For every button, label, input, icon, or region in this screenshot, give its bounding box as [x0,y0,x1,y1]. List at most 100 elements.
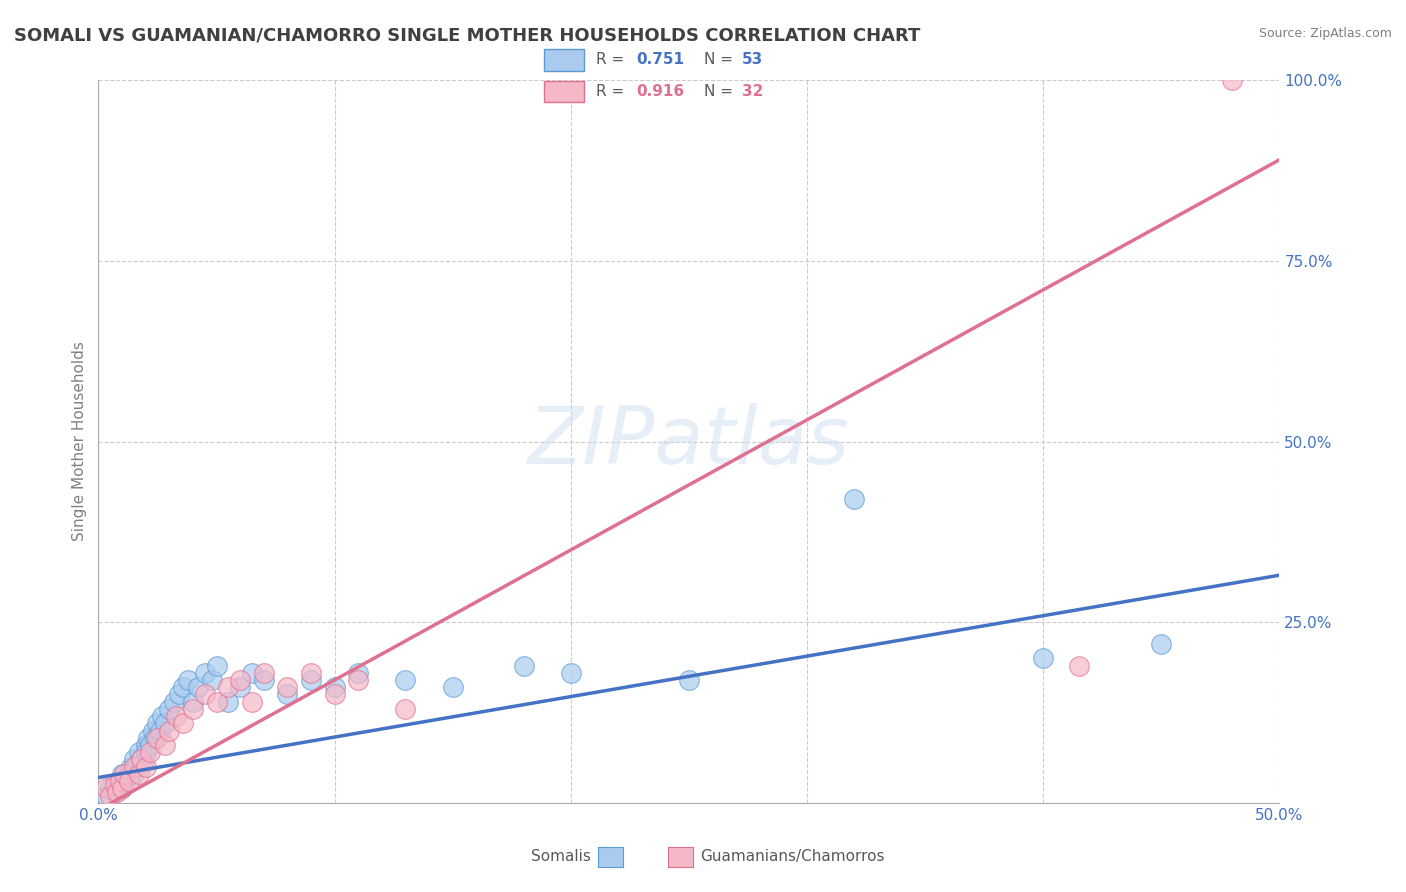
Point [678,673,700,687]
Point [347,665,370,680]
Point [844,492,866,507]
Point [112,767,135,781]
Point [94,789,117,803]
Point [157,723,180,738]
Point [323,680,346,694]
Point [122,760,145,774]
Text: SOMALI VS GUAMANIAN/CHAMORRO SINGLE MOTHER HOUSEHOLDS CORRELATION CHART: SOMALI VS GUAMANIAN/CHAMORRO SINGLE MOTH… [14,27,921,45]
Point [142,723,165,738]
Point [118,774,141,789]
Point [347,673,370,687]
Point [194,665,217,680]
Y-axis label: Single Mother Households: Single Mother Households [72,342,87,541]
Point [187,680,209,694]
Point [122,767,145,781]
Point [135,745,157,759]
Point [240,665,263,680]
Point [118,767,141,781]
Text: Source: ZipAtlas.com: Source: ZipAtlas.com [1258,27,1392,40]
Point [143,731,166,745]
Point [229,680,252,694]
Point [205,695,228,709]
Point [122,752,145,766]
Point [121,760,143,774]
Point [153,716,176,731]
Point [217,695,239,709]
Point [128,745,150,759]
Point [299,665,322,680]
Point [167,687,190,701]
Point [276,680,298,694]
Point [108,774,131,789]
Point [132,756,155,770]
Text: 32: 32 [741,84,763,99]
Point [115,771,138,785]
Point [136,731,159,745]
Point [205,658,228,673]
Point [323,687,346,701]
Point [150,709,173,723]
Point [253,673,276,687]
Point [111,767,134,781]
Text: 0.751: 0.751 [637,53,685,68]
Text: R =: R = [596,84,630,99]
Point [153,738,176,752]
Point [139,745,162,759]
Point [177,673,200,687]
Point [217,680,239,694]
Point [157,702,180,716]
Point [276,687,298,701]
Point [98,789,121,803]
Text: N =: N = [704,84,738,99]
Text: 0.916: 0.916 [637,84,685,99]
Text: ZIPatlas: ZIPatlas [527,402,851,481]
Point [240,695,263,709]
Point [194,687,217,701]
Point [394,702,416,716]
Point [105,785,128,799]
Point [105,778,128,792]
Point [104,778,127,792]
Text: R =: R = [596,53,630,68]
Point [163,695,186,709]
Text: 53: 53 [741,53,763,68]
Point [512,658,534,673]
Text: Somalis: Somalis [530,849,591,863]
Point [1032,651,1054,665]
Point [98,781,121,796]
Point [172,680,194,694]
Point [560,665,582,680]
Point [229,673,252,687]
Point [146,731,169,745]
Text: N =: N = [704,53,738,68]
Point [181,695,204,709]
Point [104,785,127,799]
Point [111,781,134,796]
Point [441,680,464,694]
Text: Guamanians/Chamorros: Guamanians/Chamorros [700,849,884,863]
Point [181,702,204,716]
Point [172,716,194,731]
Point [165,709,187,723]
Point [129,752,152,766]
Point [253,665,276,680]
Point [135,738,157,752]
Point [1220,73,1243,87]
Point [201,673,224,687]
Point [112,774,135,789]
Point [1150,637,1173,651]
Point [128,767,150,781]
Point [129,752,152,766]
Point [149,723,172,738]
Bar [544,49,583,70]
Point [394,673,416,687]
Point [108,774,131,789]
Point [111,781,134,796]
Point [1067,658,1090,673]
Point [139,738,162,752]
Point [146,716,169,731]
Bar [544,81,583,103]
Point [94,781,117,796]
Point [299,673,322,687]
Point [135,760,157,774]
